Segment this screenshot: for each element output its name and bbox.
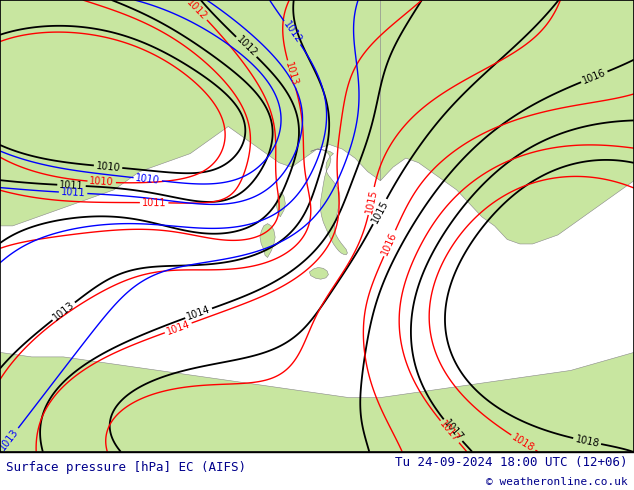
Text: Tu 24-09-2024 18:00 UTC (12+06): Tu 24-09-2024 18:00 UTC (12+06): [395, 456, 628, 469]
Text: 1018: 1018: [510, 432, 536, 453]
Text: 1016: 1016: [581, 68, 607, 86]
Text: © weatheronline.co.uk: © weatheronline.co.uk: [486, 477, 628, 487]
Text: 1010: 1010: [89, 176, 114, 188]
Text: 1012: 1012: [234, 35, 259, 59]
Text: 1017: 1017: [438, 419, 462, 444]
Text: 1011: 1011: [142, 197, 167, 208]
Text: 1013: 1013: [0, 427, 21, 452]
Text: 1013: 1013: [51, 300, 76, 323]
Polygon shape: [0, 0, 380, 226]
Text: 1010: 1010: [135, 173, 160, 186]
Text: 1012: 1012: [185, 0, 209, 22]
Text: 1014: 1014: [165, 319, 191, 337]
Text: 1011: 1011: [61, 187, 86, 198]
Text: Surface pressure [hPa] EC (AIFS): Surface pressure [hPa] EC (AIFS): [6, 461, 247, 473]
Text: 1013: 1013: [283, 61, 300, 87]
Text: 1018: 1018: [574, 434, 600, 449]
Text: 1012: 1012: [281, 20, 304, 46]
Polygon shape: [380, 0, 634, 244]
Text: 1017: 1017: [441, 418, 465, 443]
Text: 1011: 1011: [59, 180, 84, 191]
Polygon shape: [260, 223, 275, 258]
Text: 1015: 1015: [364, 188, 378, 214]
Text: 1016: 1016: [380, 230, 399, 256]
Text: 1015: 1015: [370, 198, 390, 225]
Text: 1010: 1010: [95, 161, 120, 173]
Polygon shape: [309, 268, 328, 279]
Polygon shape: [0, 352, 634, 452]
Polygon shape: [311, 149, 347, 255]
Text: 1014: 1014: [185, 304, 212, 322]
Polygon shape: [276, 192, 285, 217]
